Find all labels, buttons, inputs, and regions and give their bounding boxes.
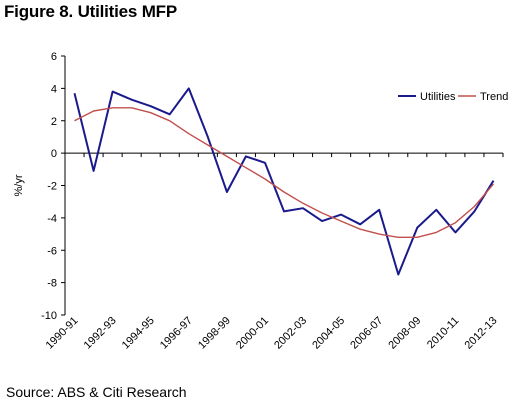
x-tick-label: 2000-01 [234, 315, 271, 352]
y-axis-label: %/yr [13, 174, 25, 196]
y-tick-label: 4 [51, 83, 57, 95]
source-note: Source: ABS & Citi Research [6, 384, 187, 400]
x-tick-label: 1992-93 [82, 315, 119, 352]
x-tick-label: 2012-13 [463, 315, 500, 352]
series-line-utilities [73, 87, 495, 276]
x-tick-label: 2008-09 [386, 315, 423, 352]
x-tick-label: 1998-99 [196, 315, 233, 352]
y-tick-label: 0 [51, 148, 57, 160]
y-tick-label: 2 [51, 116, 57, 128]
x-tick-label: 1996-97 [158, 315, 195, 352]
y-tick-label: 6 [51, 51, 57, 63]
x-tick-label: 2002-03 [272, 315, 309, 352]
x-tick-label: 2006-07 [348, 315, 385, 352]
x-tick-label: 2010-11 [425, 315, 461, 351]
y-tick-label: -6 [47, 245, 57, 257]
y-tick-label: -2 [47, 181, 57, 193]
y-tick-label: -4 [47, 213, 57, 225]
y-tick-label: -10 [41, 310, 57, 322]
series-line-trend [74, 107, 495, 239]
y-tick-label: -8 [47, 278, 57, 290]
x-tick-label: 1994-95 [120, 315, 157, 352]
legend-label-utilities: Utilities [420, 91, 456, 103]
x-tick-label: 2004-05 [310, 315, 347, 352]
legend-label-trend: Trend [480, 91, 508, 103]
figure-title: Figure 8. Utilities MFP [4, 2, 177, 21]
